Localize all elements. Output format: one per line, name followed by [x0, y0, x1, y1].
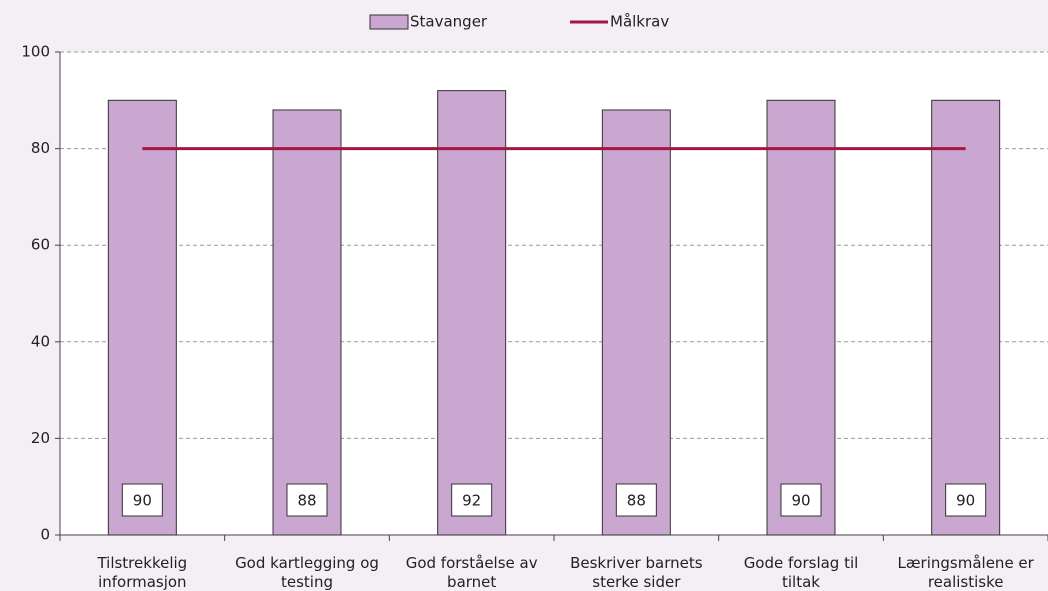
y-tick-label: 40	[31, 332, 50, 350]
bar	[272, 109, 342, 536]
x-tick-label: Gode forslag til tiltak	[744, 554, 859, 591]
legend-label: Stavanger	[410, 13, 488, 31]
value-label-box	[286, 483, 328, 517]
label-line: God forståelse av	[406, 554, 538, 572]
value-label: 88	[297, 492, 316, 510]
value-label-box	[945, 483, 987, 517]
x-tick-label: God kartlegging og testing	[235, 554, 379, 591]
bar	[107, 99, 177, 536]
x-tick-label: God forståelse av barnet	[406, 554, 538, 591]
y-tick-label: 60	[31, 236, 50, 254]
y-tick-label: 0	[40, 526, 50, 544]
value-label: 92	[462, 492, 481, 510]
bar	[437, 90, 507, 536]
y-tick-label: 100	[21, 43, 50, 61]
label-line: barnet	[447, 573, 496, 591]
bar	[931, 99, 1001, 536]
bar	[601, 109, 671, 536]
value-label: 88	[627, 492, 646, 510]
value-label-box	[780, 483, 822, 517]
x-tick-label: Læringsmålene er realistiske	[897, 554, 1034, 591]
value-label: 90	[133, 492, 152, 510]
legend-label: Målkrav	[610, 13, 669, 31]
x-tick-label: Beskriver barnets sterke sider	[570, 554, 703, 591]
plot-area	[60, 52, 1048, 535]
value-label: 90	[791, 492, 810, 510]
label-line: Gode forslag til	[744, 554, 859, 572]
value-label: 90	[956, 492, 975, 510]
x-tick-label: Tilstrekkelig informasjon	[96, 554, 187, 591]
legend-swatch	[369, 14, 409, 30]
label-line: Beskriver barnets	[570, 554, 703, 572]
value-label-box	[615, 483, 657, 517]
bar	[766, 99, 836, 536]
label-line: Læringsmålene er	[897, 554, 1034, 572]
label-line: Tilstrekkelig	[96, 554, 187, 572]
label-line: tiltak	[782, 573, 820, 591]
label-line: sterke sider	[592, 573, 681, 591]
value-label-box	[121, 483, 163, 517]
label-line: informasjon	[98, 573, 187, 591]
y-tick-label: 80	[31, 139, 50, 157]
label-line: God kartlegging og	[235, 554, 379, 572]
value-label-box	[451, 483, 493, 517]
label-line: realistiske	[928, 573, 1004, 591]
label-line: testing	[281, 573, 333, 591]
y-tick-label: 20	[31, 429, 50, 447]
